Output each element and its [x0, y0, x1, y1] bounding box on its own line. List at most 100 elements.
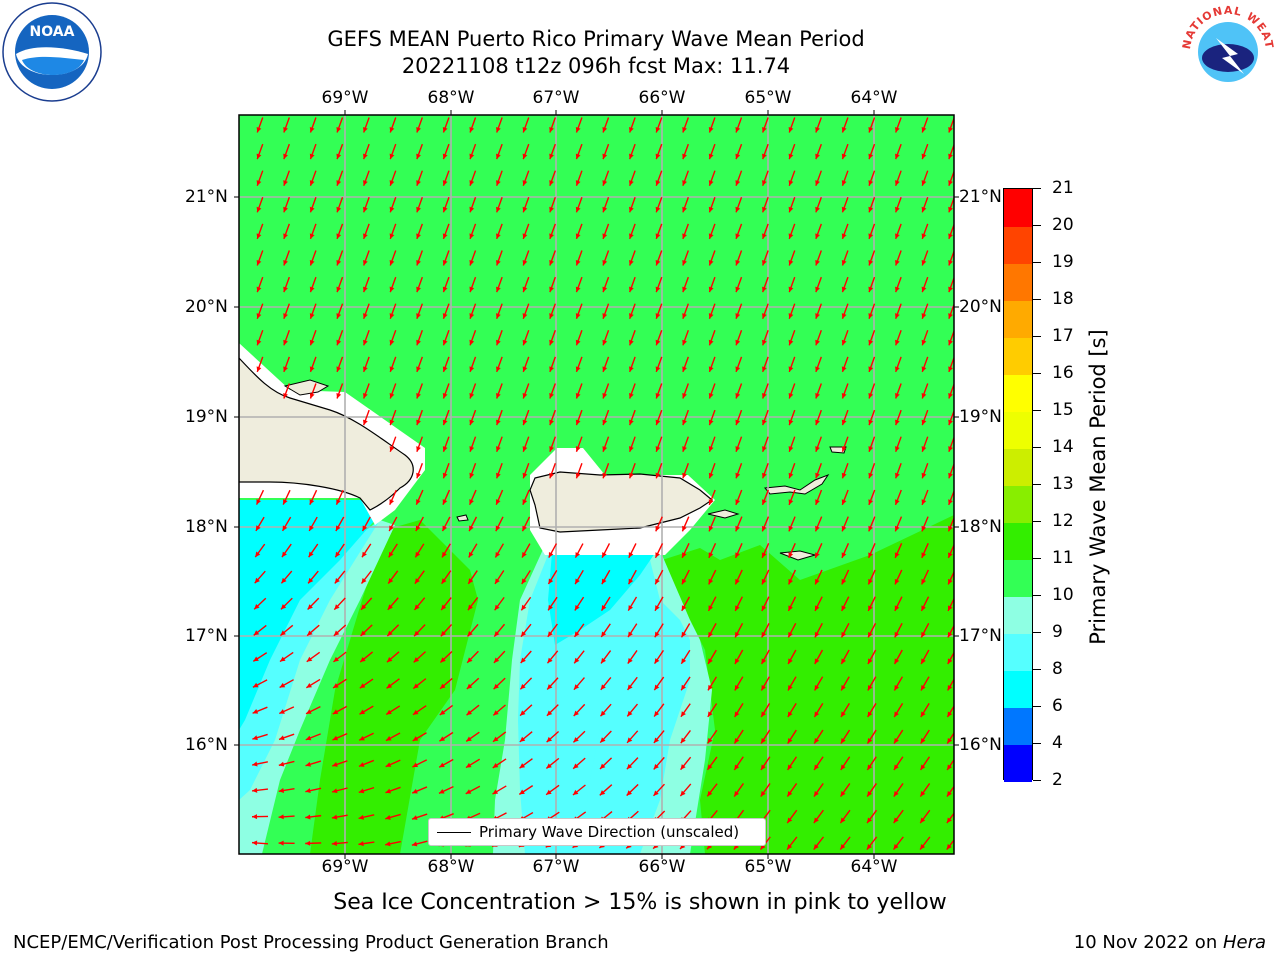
wave-direction-arrowhead: [921, 552, 927, 558]
wave-direction-arrowhead: [468, 578, 474, 584]
wave-direction-arrowhead: [682, 233, 687, 239]
wave-direction-arrowhead: [363, 419, 368, 426]
lat-label-right-16n: 16°N: [959, 735, 1002, 755]
wave-direction-arrowhead: [735, 631, 740, 638]
wave-direction-arrowhead: [442, 259, 448, 266]
wave-direction-arrowhead: [735, 313, 741, 319]
colorbar-tick-label: 8: [1052, 659, 1063, 679]
wave-direction-arrowhead: [442, 286, 448, 293]
wave-direction-arrowhead: [787, 711, 793, 718]
wave-direction-arrowhead: [921, 392, 927, 399]
wave-direction-arrowhead: [575, 446, 581, 452]
wave-direction-arrowhead: [309, 525, 314, 531]
colorbar-segment: [1004, 707, 1032, 745]
wave-direction-arrowhead: [948, 286, 953, 293]
wave-direction-arrowhead: [469, 153, 475, 160]
colorbar-segment: [1004, 448, 1032, 486]
wave-direction-arrowhead: [442, 180, 448, 186]
wave-direction-arrowhead: [389, 286, 395, 293]
puerto-rico-land: [529, 471, 714, 533]
lon-label-top-66w: 66°W: [638, 88, 686, 108]
wave-direction-arrowhead: [735, 180, 741, 186]
wave-direction-arrowhead: [761, 552, 767, 558]
wave-direction-arrowhead: [735, 259, 741, 266]
wave-direction-arrowhead: [331, 814, 338, 820]
wave-direction-arrowhead: [894, 658, 900, 665]
legend-label: Primary Wave Direction (unscaled): [479, 823, 740, 841]
wave-direction-arrowhead: [442, 472, 448, 479]
wave-direction-arrowhead: [627, 710, 633, 717]
wave-direction-arrowhead: [361, 578, 367, 584]
wave-direction-arrowhead: [469, 339, 475, 346]
wave-direction-arrowhead: [575, 313, 581, 319]
wave-direction-arrowhead: [389, 499, 395, 505]
lat-label-left-21n: 21°N: [185, 187, 228, 207]
wave-direction-arrowhead: [708, 472, 714, 479]
wave-direction-arrowhead: [416, 472, 421, 479]
wave-direction-arrowhead: [496, 286, 501, 293]
wave-direction-arrowhead: [575, 419, 581, 426]
wave-direction-arrowhead: [306, 709, 312, 714]
colorbar-tick: [1033, 632, 1041, 633]
wave-direction-arrowhead: [602, 286, 608, 293]
wave-direction-arrowhead: [761, 684, 767, 691]
wave-direction-arrowhead: [574, 657, 580, 664]
wave-direction-arrowhead: [894, 684, 900, 691]
wave-direction-arrowhead: [283, 153, 288, 160]
wave-direction-arrowhead: [256, 126, 262, 133]
wave-direction-arrowhead: [252, 814, 258, 820]
wave-direction-arrowhead: [946, 791, 952, 797]
wave-direction-arrowhead: [868, 472, 874, 479]
hispaniola-land: [239, 357, 414, 511]
wave-direction-arrowhead: [469, 499, 474, 505]
wave-direction-arrowhead: [895, 126, 900, 133]
wave-direction-arrowhead: [762, 286, 767, 293]
wave-direction-arrowhead: [921, 313, 927, 319]
wave-direction-arrowhead: [416, 313, 421, 319]
wave-direction-arrowhead: [549, 153, 554, 160]
wave-direction-arrowhead: [653, 737, 660, 743]
wave-direction-arrowhead: [546, 710, 553, 716]
wave-direction-arrowhead: [655, 339, 661, 346]
wave-direction-arrowhead: [895, 206, 900, 213]
wave-direction-arrowhead: [815, 206, 820, 213]
colorbar-tick: [1033, 706, 1041, 707]
wave-direction-arrowhead: [627, 658, 633, 664]
wave-direction-arrowhead: [278, 840, 284, 846]
wave-direction-arrowhead: [388, 551, 394, 558]
wave-direction-arrowhead: [549, 392, 554, 399]
wave-direction-arrowhead: [895, 339, 900, 346]
wave-direction-arrowhead: [601, 657, 607, 664]
wave-direction-arrowhead: [283, 392, 288, 399]
wave-direction-arrowhead: [363, 339, 368, 346]
wave-direction-arrowhead: [256, 286, 262, 293]
wave-direction-arrowhead: [814, 684, 820, 691]
colorbar-segment: [1004, 300, 1032, 338]
wave-direction-arrowhead: [385, 736, 392, 741]
wave-direction-arrowhead: [572, 789, 579, 796]
wave-direction-arrowhead: [416, 419, 421, 426]
wave-direction-arrowhead: [305, 735, 312, 741]
wave-direction-arrowhead: [389, 446, 395, 452]
wave-direction-arrowhead: [868, 180, 874, 186]
wave-direction-arrowhead: [332, 735, 339, 741]
wave-direction-arrowhead: [894, 499, 900, 505]
wave-direction-arrowhead: [466, 736, 472, 742]
wave-direction-arrowhead: [385, 815, 391, 820]
wave-direction-arrowhead: [331, 840, 338, 846]
wave-direction-arrowhead: [547, 631, 553, 637]
wave-direction-arrowhead: [707, 764, 713, 770]
wave-direction-arrowhead: [309, 313, 315, 319]
wave-direction-arrowhead: [363, 392, 368, 399]
wave-direction-arrowhead: [602, 339, 608, 346]
wave-direction-arrowhead: [415, 525, 421, 532]
wave-direction-arrowhead: [868, 259, 874, 266]
wave-direction-arrowhead: [522, 153, 528, 160]
wave-direction-arrowhead: [360, 630, 366, 636]
wave-direction-arrowhead: [602, 552, 607, 558]
wave-direction-arrowhead: [653, 790, 659, 796]
wave-direction-arrowhead: [416, 339, 421, 346]
wave-direction-arrowhead: [788, 419, 794, 426]
wave-direction-arrowhead: [708, 313, 714, 319]
wave-direction-arrowhead: [948, 366, 953, 372]
